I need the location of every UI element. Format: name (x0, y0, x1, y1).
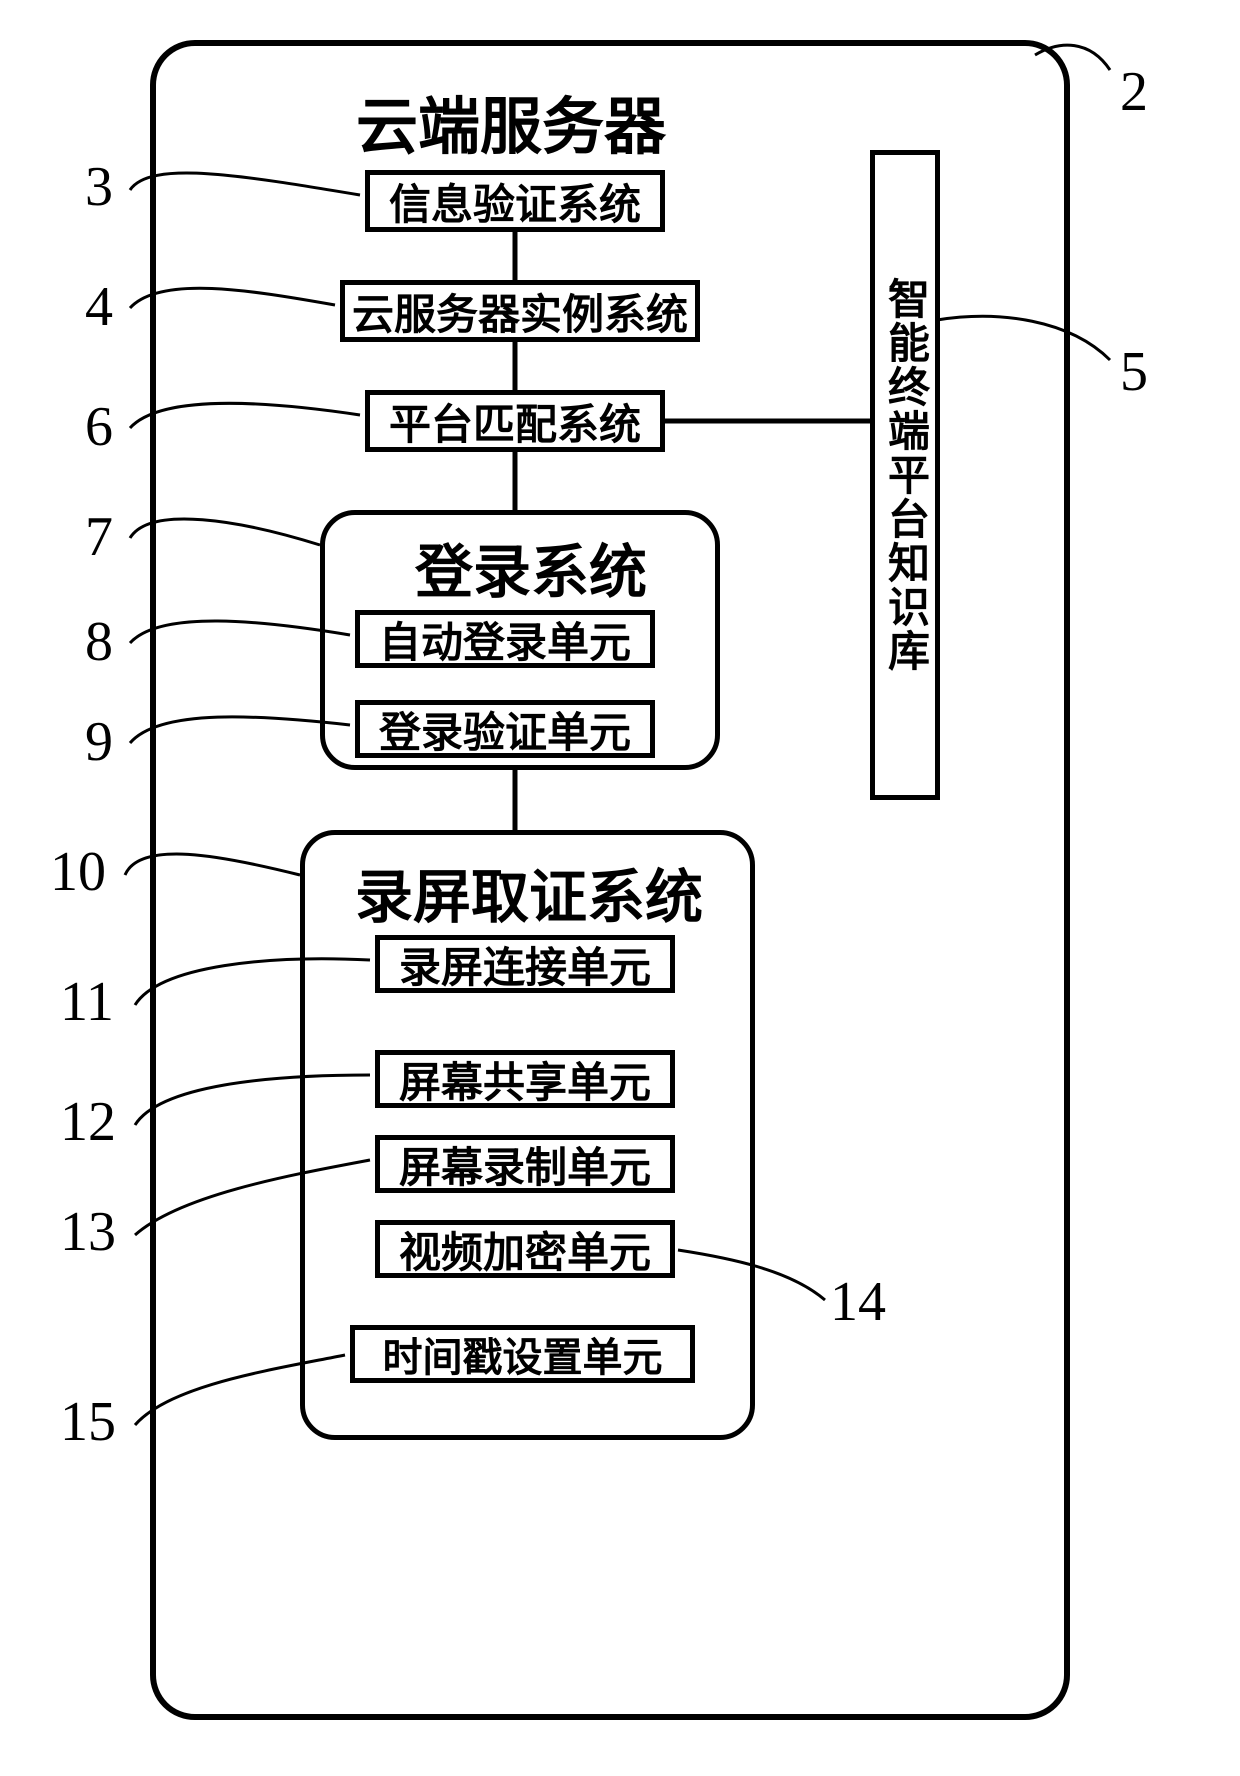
auto-login-unit-box: 自动登录单元 (355, 610, 655, 668)
callout-8: 8 (85, 610, 113, 674)
login-verify-unit-label: 登录验证单元 (379, 699, 631, 760)
callout-15: 15 (60, 1390, 116, 1454)
callout-12: 12 (60, 1090, 116, 1154)
auto-login-unit-label: 自动登录单元 (379, 609, 631, 670)
cloud-server-title: 云端服务器 (356, 76, 666, 166)
rec-connect-unit-box: 录屏连接单元 (375, 935, 675, 993)
screen-share-unit-box: 屏幕共享单元 (375, 1050, 675, 1108)
callout-10: 10 (50, 840, 106, 904)
screen-record-unit-box: 屏幕录制单元 (375, 1135, 675, 1193)
cloud-instance-system-label: 云服务器实例系统 (352, 281, 688, 342)
callout-6: 6 (85, 395, 113, 459)
screen-record-unit-label: 屏幕录制单元 (399, 1134, 651, 1195)
callout-2: 2 (1120, 60, 1148, 124)
callout-11: 11 (60, 970, 114, 1034)
info-verify-system-box: 信息验证系统 (365, 170, 665, 232)
callout-14: 14 (830, 1270, 886, 1334)
login-verify-unit-box: 登录验证单元 (355, 700, 655, 758)
timestamp-unit-box: 时间戳设置单元 (350, 1325, 695, 1383)
info-verify-system-label: 信息验证系统 (389, 171, 641, 232)
platform-match-system-label: 平台匹配系统 (389, 391, 641, 452)
rec-connect-unit-label: 录屏连接单元 (399, 934, 651, 995)
recording-system-title: 录屏取证系统 (355, 850, 703, 934)
screen-share-unit-label: 屏幕共享单元 (399, 1049, 651, 1110)
callout-4: 4 (85, 275, 113, 339)
login-system-title: 登录系统 (415, 525, 647, 609)
callout-5: 5 (1120, 340, 1148, 404)
callout-3: 3 (85, 155, 113, 219)
platform-match-system-box: 平台匹配系统 (365, 390, 665, 452)
timestamp-unit-label: 时间戳设置单元 (383, 1325, 663, 1383)
knowledge-base-label: 智能终端平台知识库 (875, 277, 936, 673)
video-encrypt-unit-label: 视频加密单元 (399, 1219, 651, 1280)
cloud-instance-system-box: 云服务器实例系统 (340, 280, 700, 342)
callout-7: 7 (85, 505, 113, 569)
callout-13: 13 (60, 1200, 116, 1264)
callout-9: 9 (85, 710, 113, 774)
knowledge-base-box: 智能终端平台知识库 (870, 150, 940, 800)
video-encrypt-unit-box: 视频加密单元 (375, 1220, 675, 1278)
